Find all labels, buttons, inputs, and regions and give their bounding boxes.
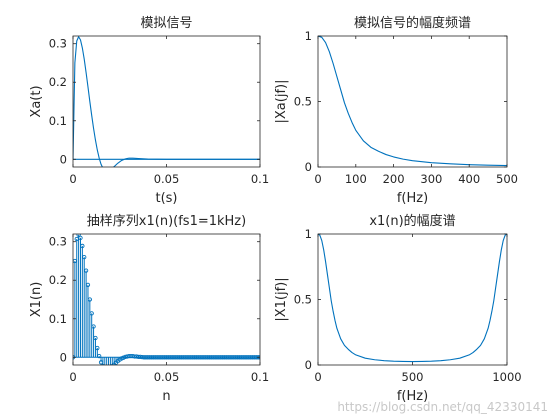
y-tick-label: 0.5 — [294, 95, 312, 109]
axes-box — [72, 35, 261, 168]
y-tick-label: 0 — [305, 160, 312, 174]
x-tick-label: 0.1 — [251, 370, 269, 384]
x-tick-label: 300 — [420, 172, 442, 186]
y-tick-label: 0.3 — [49, 37, 67, 51]
watermark-text: https://blog.csdn.net/qq_42330141 — [337, 400, 548, 414]
x-tick-label: 500 — [402, 370, 424, 384]
plot-title: 抽样序列x1(n)(fs1=1kHz) — [87, 214, 246, 229]
y-tick-label: 0.1 — [49, 312, 67, 326]
stem-marker — [95, 345, 100, 351]
stem-marker — [97, 353, 102, 359]
stem-marker — [85, 282, 91, 288]
series-line-1 — [318, 36, 507, 167]
stem-marker — [76, 234, 81, 237]
x-axis-label: f(Hz) — [397, 389, 428, 404]
plot-title: 模拟信号 — [140, 16, 192, 31]
stem-marker — [80, 243, 85, 249]
x-tick-label: 200 — [383, 172, 405, 186]
x-tick-label: 0.1 — [251, 172, 269, 186]
stem-marker — [87, 297, 92, 302]
stem-marker — [107, 367, 110, 370]
x-tick-label: 0 — [314, 370, 321, 384]
stem-marker — [78, 235, 83, 241]
y-tick-label: 0 — [305, 358, 312, 372]
x-tick-label: 0 — [69, 172, 76, 186]
y-axis-label: X1(n) — [29, 282, 44, 318]
stem-marker — [91, 324, 96, 329]
y-axis-label: |Xa(jf)| — [274, 80, 289, 124]
subplot-4: x1(n)的幅度谱 0 500 1000 0 0.5 1 f(Hz) |X1(jf)| — [274, 213, 522, 404]
stem-marker — [83, 268, 89, 273]
plot-title: x1(n)的幅度谱 — [369, 213, 455, 229]
y-axis-label: Xa(t) — [29, 85, 44, 117]
stem-marker — [103, 367, 106, 370]
x-axis-label: t(s) — [155, 191, 177, 206]
stem-marker — [109, 366, 112, 369]
x-axis-label: n — [162, 389, 170, 404]
x-tick-label: 500 — [496, 172, 518, 186]
x-tick-label: 0.05 — [154, 172, 180, 186]
y-axis-label: |X1(jf)| — [274, 277, 289, 321]
y-tick-label: 0.5 — [294, 293, 312, 307]
subplot-1: 模拟信号 0 0.05 0.1 0 0.1 0.2 0.3 t(s) Xa(t) — [29, 16, 269, 206]
y-tick-label: 0 — [60, 350, 67, 364]
x-tick-label: 0.05 — [154, 370, 180, 384]
x-tick-label: 1000 — [492, 370, 521, 384]
subplot-2: 模拟信号的幅度频谱 0 100 200 300 400 500 0 0.5 1 f(Hz) |Xa(j… — [274, 15, 518, 206]
data-layer — [73, 36, 260, 167]
y-tick-label: 0.2 — [49, 273, 67, 287]
x-tick-label: 0 — [314, 172, 321, 186]
x-axis-label: f(Hz) — [397, 191, 428, 206]
subplot-3: 抽样序列x1(n)(fs1=1kHz) 0 0.05 0.1 0 0.1 0.2 0.3 n X1… — [29, 214, 269, 404]
stem-marker — [89, 311, 94, 316]
y-tick-label: 1 — [305, 227, 312, 241]
x-tick-label: 100 — [345, 172, 367, 186]
y-tick-label: 0.3 — [49, 235, 67, 249]
axes-box — [317, 233, 508, 366]
axes-box — [72, 233, 261, 366]
y-tick-label: 0.1 — [49, 114, 67, 128]
stem-marker — [93, 335, 98, 341]
stem-marker — [105, 368, 108, 371]
y-tick-label: 1 — [305, 29, 312, 43]
x-tick-label: 400 — [458, 172, 480, 186]
data-layer — [73, 234, 260, 371]
x-tick-label: 0 — [69, 370, 76, 384]
y-tick-label: 0 — [60, 152, 67, 166]
stem-marker — [101, 364, 105, 365]
axes-box — [317, 35, 508, 168]
series-line-1 — [318, 234, 507, 363]
data-layer — [318, 234, 507, 363]
y-tick-label: 0.2 — [49, 75, 67, 89]
data-layer — [318, 36, 507, 167]
series-line-1 — [73, 36, 260, 167]
plot-title: 模拟信号的幅度频谱 — [354, 15, 471, 31]
stem-marker — [82, 254, 87, 260]
